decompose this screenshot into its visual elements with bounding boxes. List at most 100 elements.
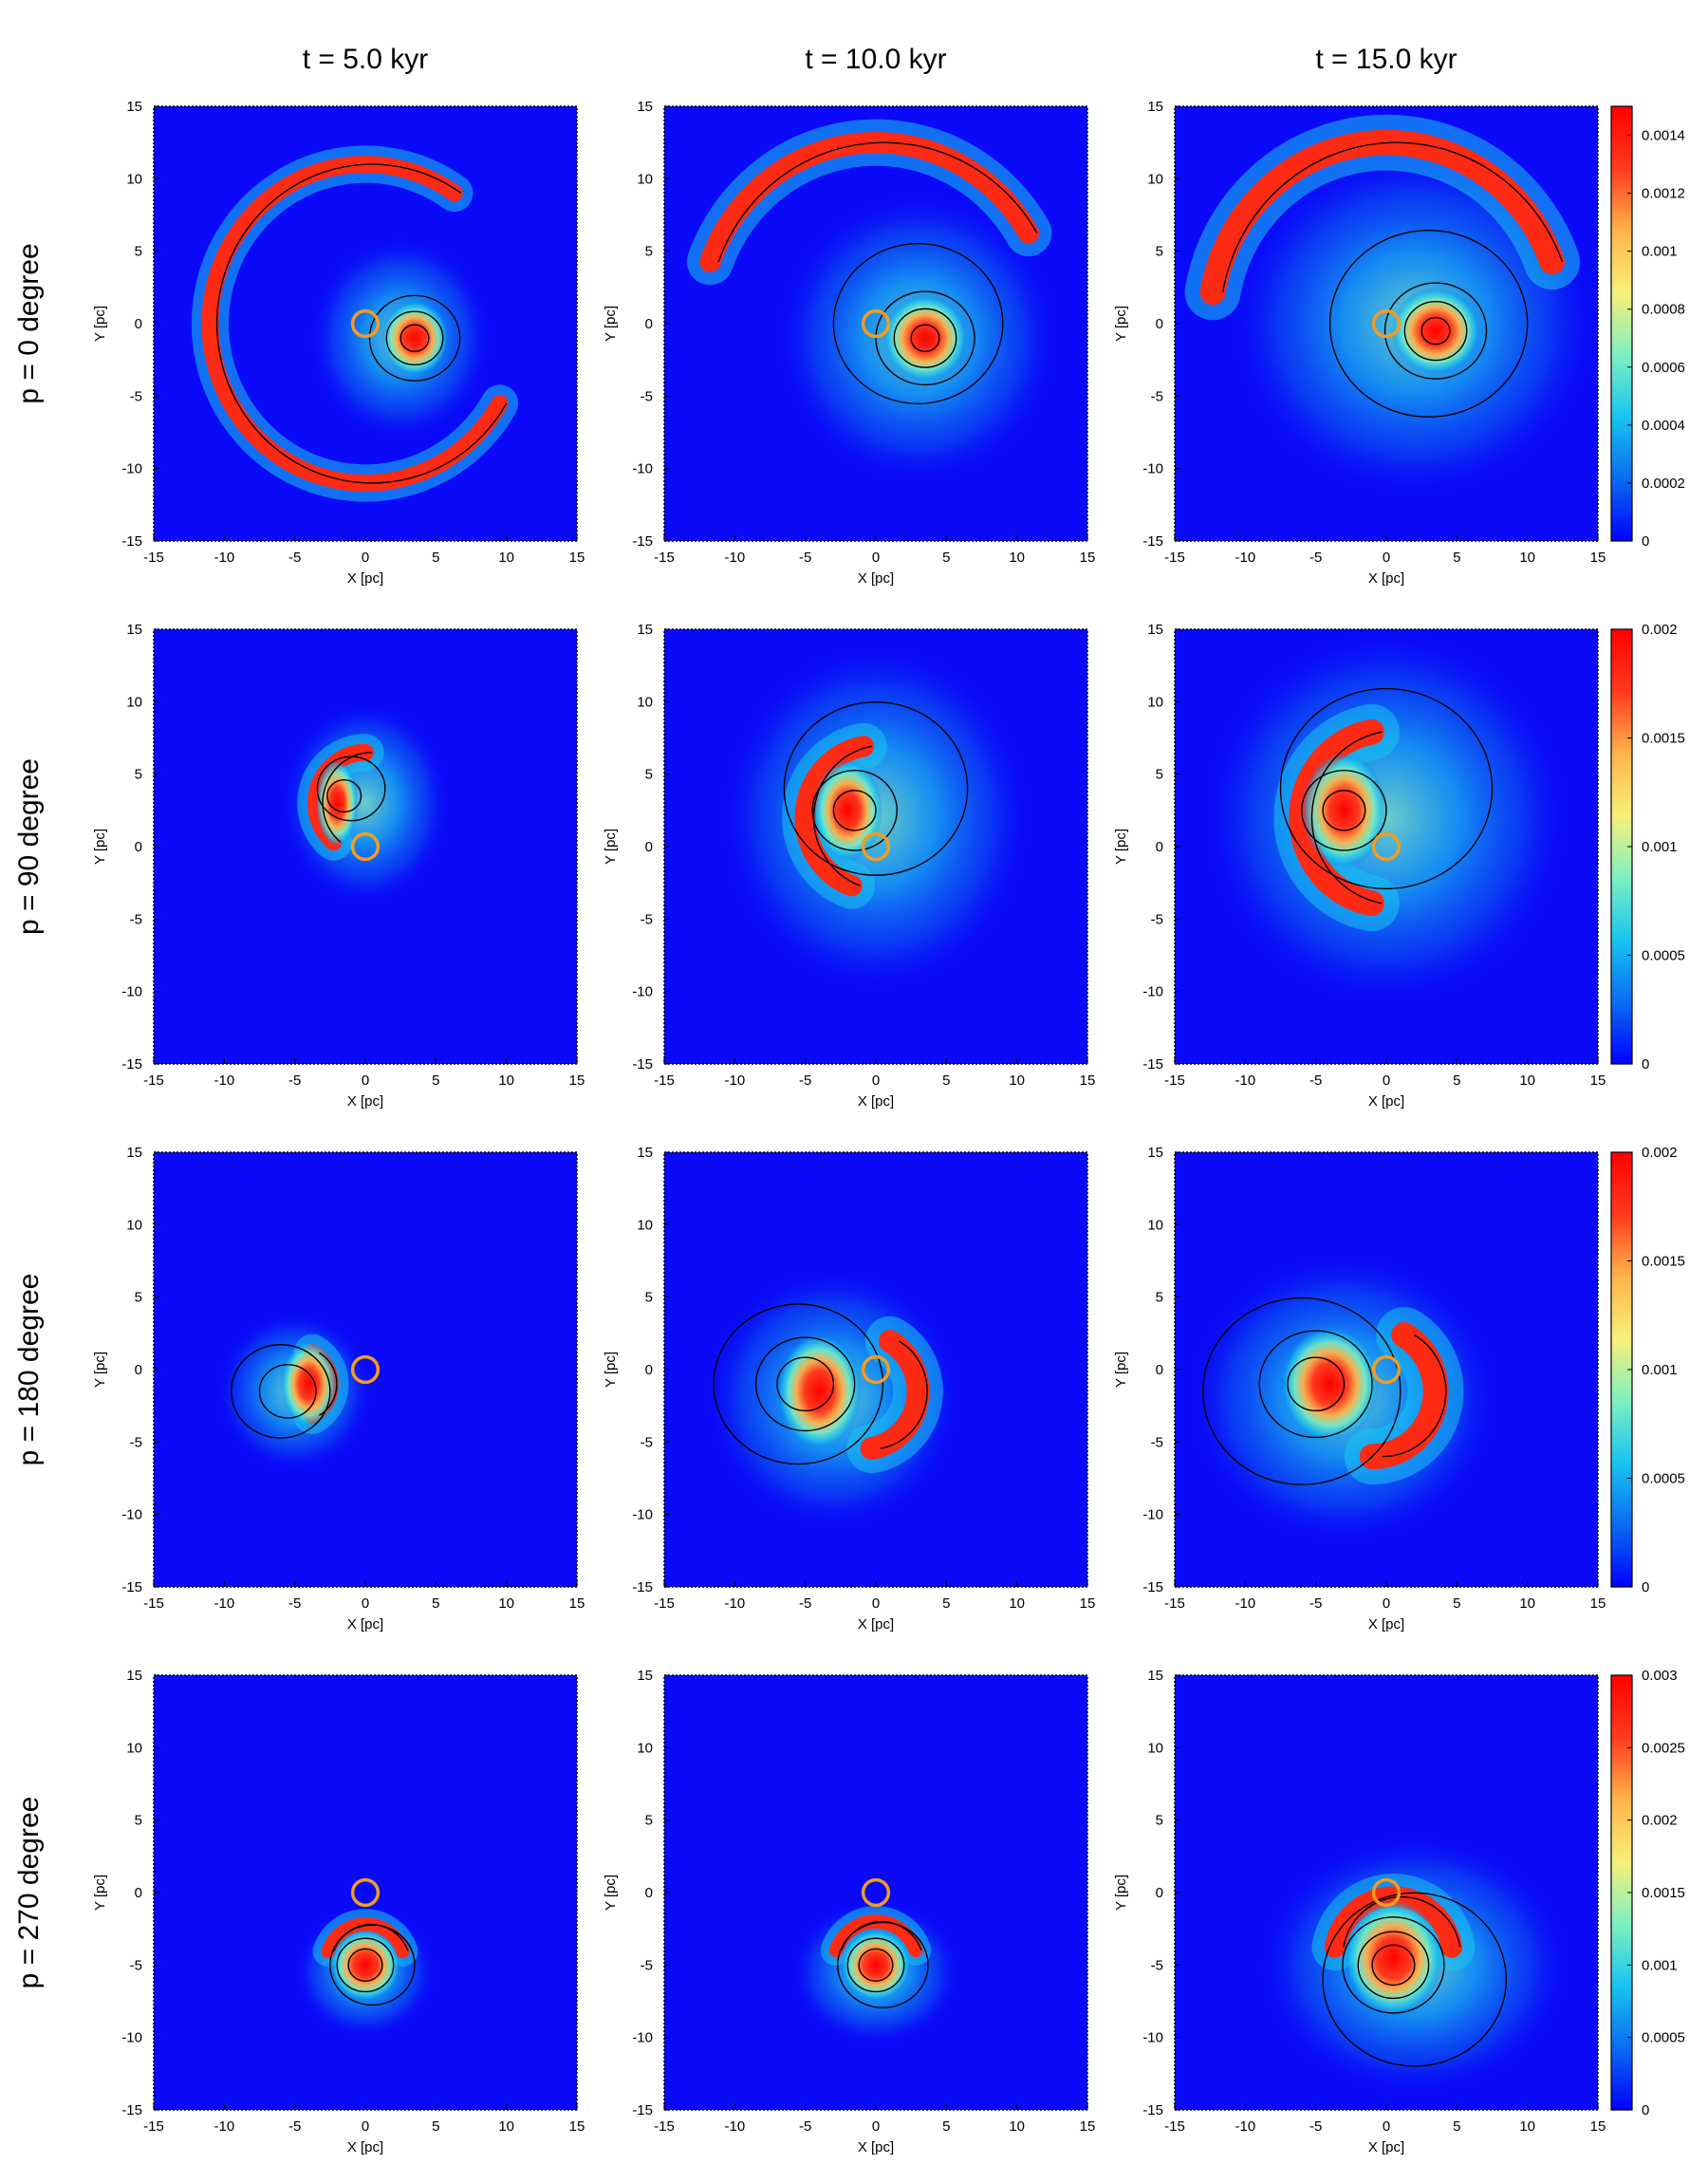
y-tick-label: -10 (121, 984, 142, 1000)
x-tick-label: 0 (1383, 1073, 1390, 1089)
colorbar-tick-label: 0.0005 (1642, 948, 1685, 964)
x-tick-label: -15 (1164, 2118, 1185, 2135)
y-tick-label: -15 (632, 1579, 653, 1595)
y-tick-label: 0 (1156, 316, 1163, 332)
y-tick-label: 5 (1156, 1290, 1163, 1306)
panel-r0-c2: -15 -10 -5 0 5 10 15 15 10 5 0 -5 -10 -15 X [pc] Y [pc] (1113, 99, 1606, 587)
contour-line (1279, 687, 1494, 889)
contour-line (858, 1948, 894, 1982)
colorbar-row-0: 0.0014 0.0012 0.001 0.0008 0.0006 0.0004 0.000… (1610, 105, 1685, 550)
y-tick-label: 10 (637, 1217, 653, 1233)
panel-r2-c1: -15 -10 -5 0 5 10 15 15 10 5 0 -5 -10 -15 X [pc] Y [pc] (603, 1145, 1095, 1633)
x-axis-label: X [pc] (858, 2139, 894, 2155)
contour-line (1383, 282, 1488, 380)
contour-line (258, 1364, 317, 1419)
colorbar-tick-label: 0 (1642, 1056, 1649, 1073)
x-tick-label: -15 (1164, 550, 1185, 566)
density-core (812, 759, 883, 862)
heatmap-field (154, 1675, 577, 2110)
y-tick-label: -10 (121, 2030, 142, 2046)
y-axis-label: Y [pc] (603, 1875, 619, 1911)
contour-line (329, 1924, 416, 2006)
colorbar-tick-label: 0.002 (1642, 1813, 1678, 1829)
contour-line (399, 324, 430, 353)
colorbar-tick-label: 0.0025 (1642, 1740, 1685, 1756)
column-title: t = 10.0 kyr (805, 44, 946, 75)
x-tick-label: 15 (1590, 2118, 1606, 2135)
x-tick-label: 0 (872, 1595, 880, 1612)
colorbar-tick-label: 0.0002 (1642, 476, 1685, 492)
y-tick-label: -10 (1142, 461, 1163, 477)
x-tick-label: 5 (432, 1073, 439, 1089)
colorbar-tick-label: 0.001 (1642, 244, 1678, 260)
panel-r2-c0: -15 -10 -5 0 5 10 15 15 10 5 0 -5 -10 -15 X [pc] Y [pc] (92, 1145, 585, 1633)
contour-line (846, 1937, 905, 1993)
x-tick-label: 5 (942, 2118, 950, 2135)
y-tick-label: 0 (1156, 1362, 1163, 1378)
contour-line (910, 324, 940, 353)
contour-line (837, 1921, 929, 2008)
y-tick-label: -10 (632, 2030, 653, 2046)
density-core (329, 1929, 401, 2002)
y-tick-label: -10 (632, 461, 653, 477)
y-tick-label: 0 (645, 1885, 653, 1901)
y-tick-label: 15 (1147, 1145, 1163, 1161)
y-tick-label: -5 (1151, 911, 1163, 927)
x-axis-label: X [pc] (1368, 570, 1404, 587)
panel-r1-c1: -15 -10 -5 0 5 10 15 15 10 5 0 -5 -10 -15 X [pc] Y [pc] (603, 622, 1095, 1110)
y-tick-label: -15 (121, 1056, 142, 1073)
contour-line (336, 1937, 395, 1993)
y-axis-label: Y [pc] (603, 1352, 619, 1388)
y-tick-label: -10 (1142, 1507, 1163, 1523)
x-tick-label: 15 (569, 1073, 585, 1089)
contour-line (1287, 1356, 1346, 1412)
y-tick-label: 5 (135, 1290, 142, 1306)
y-tick-label: -15 (1142, 2102, 1163, 2118)
contour-line (326, 779, 362, 813)
origin-marker-ring (861, 1877, 891, 1908)
colorbar-tick-label: 0.002 (1642, 622, 1678, 638)
heatmap-field (664, 1675, 1087, 2110)
y-tick-label: 15 (126, 622, 142, 638)
shell-arc (201, 156, 509, 492)
origin-marker-ring (1371, 831, 1402, 862)
y-axis-label: Y [pc] (1113, 1352, 1129, 1388)
x-axis-label: X [pc] (347, 2139, 383, 2155)
x-tick-label: -5 (799, 550, 811, 566)
colorbar-tick-label: 0.001 (1642, 839, 1678, 855)
y-tick-label: 15 (1147, 99, 1163, 115)
origin-marker-ring (350, 308, 381, 339)
contour-line (1371, 1944, 1416, 1987)
colorbar-row-3: 0.003 0.0025 0.002 0.0015 0.001 0.0005 0 (1610, 1668, 1685, 2118)
x-tick-label: 5 (1453, 1073, 1460, 1089)
x-tick-label: 15 (1080, 1073, 1096, 1089)
contour-line (1301, 769, 1387, 851)
x-tick-label: -10 (724, 1073, 745, 1089)
y-tick-label: 15 (637, 1145, 653, 1161)
y-tick-label: 5 (135, 244, 142, 260)
x-tick-label: 10 (1519, 1073, 1535, 1089)
x-tick-label: -5 (799, 1595, 811, 1612)
x-tick-label: 0 (1383, 550, 1390, 566)
x-tick-label: -10 (1235, 1595, 1255, 1612)
y-tick-label: 0 (645, 839, 653, 855)
y-tick-label: -15 (1142, 533, 1163, 550)
x-tick-label: -5 (288, 550, 301, 566)
x-tick-label: -15 (654, 550, 675, 566)
x-tick-label: -5 (1309, 550, 1322, 566)
y-tick-label: -15 (121, 533, 142, 550)
origin-marker-ring (1371, 1354, 1402, 1385)
x-tick-label: 5 (432, 550, 439, 566)
x-tick-label: 10 (1519, 1595, 1535, 1612)
x-tick-label: -15 (143, 1073, 164, 1089)
x-tick-label: 10 (1009, 1595, 1025, 1612)
contour-line (322, 752, 373, 843)
y-tick-label: 5 (645, 1290, 653, 1306)
colorbar-tick-label: 0.0015 (1642, 731, 1685, 747)
density-core (1390, 287, 1481, 375)
y-tick-label: 10 (126, 1740, 142, 1756)
origin-marker-ring (861, 1354, 891, 1385)
contour-line (1382, 1334, 1447, 1458)
y-tick-label: 5 (1156, 244, 1163, 260)
x-tick-label: -10 (214, 1073, 234, 1089)
